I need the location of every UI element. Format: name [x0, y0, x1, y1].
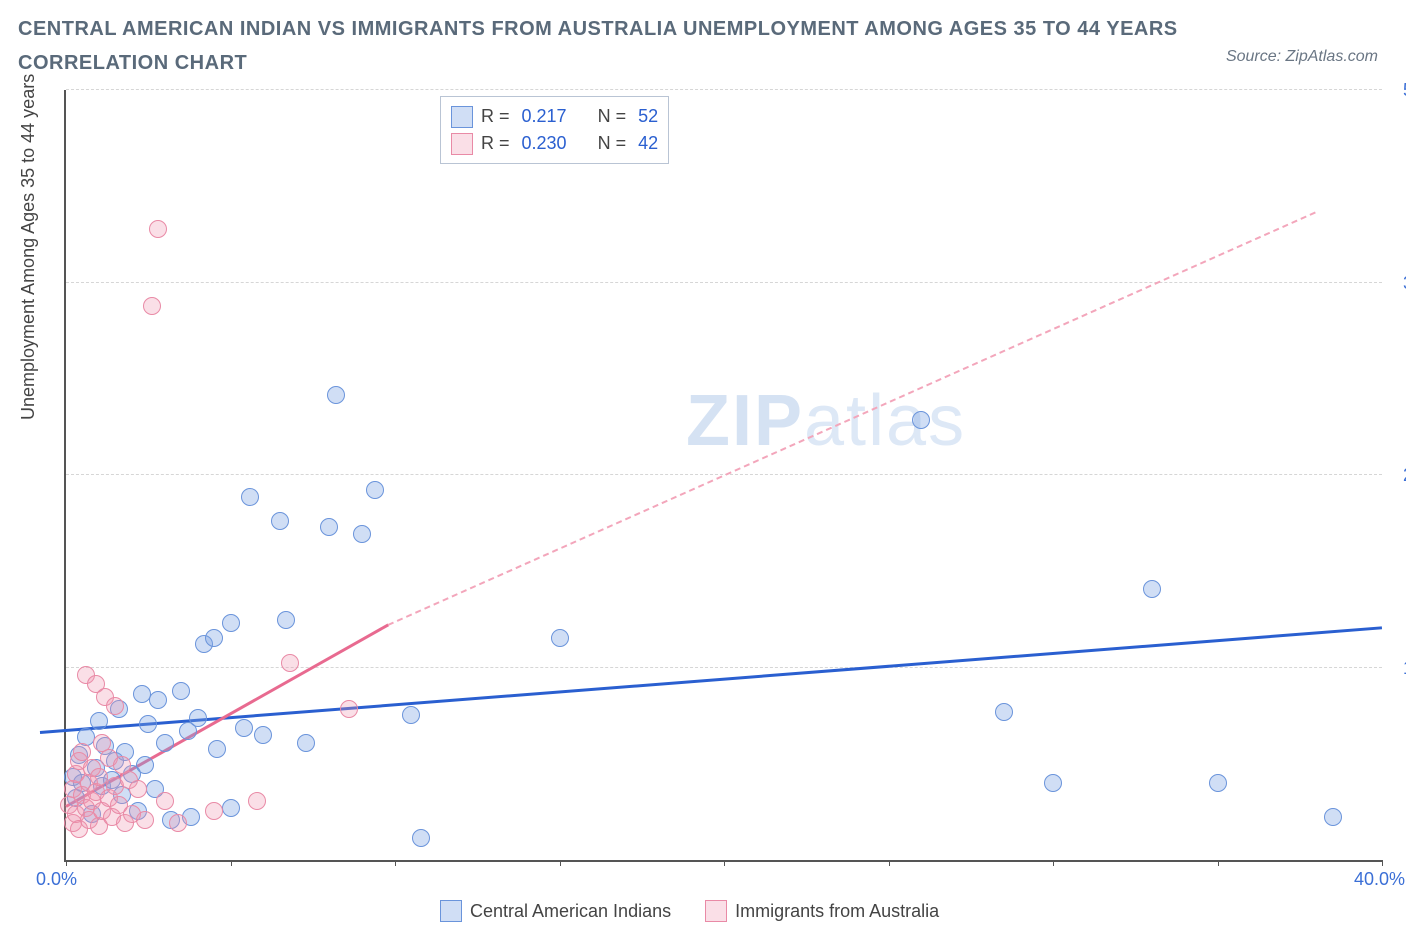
y-tick-label: 37.5% — [1390, 273, 1406, 294]
scatter-point — [235, 719, 253, 737]
scatter-point — [156, 792, 174, 810]
scatter-point — [169, 814, 187, 832]
x-tick — [1218, 860, 1219, 866]
scatter-point — [277, 611, 295, 629]
scatter-point — [1209, 774, 1227, 792]
scatter-point — [327, 386, 345, 404]
scatter-point — [241, 488, 259, 506]
legend-stat-label: N = — [598, 130, 627, 157]
scatter-point — [412, 829, 430, 847]
scatter-point — [340, 700, 358, 718]
scatter-point — [353, 525, 371, 543]
scatter-point — [297, 734, 315, 752]
legend-stat-label: R = — [481, 130, 510, 157]
scatter-point — [205, 802, 223, 820]
scatter-point — [205, 629, 223, 647]
scatter-point — [1143, 580, 1161, 598]
legend-stat-value: 52 — [638, 103, 658, 130]
series-legend: Central American Indians Immigrants from … — [440, 900, 939, 922]
scatter-point — [248, 792, 266, 810]
correlation-legend: R = 0.217 N = 52R = 0.230 N = 42 — [440, 96, 669, 164]
scatter-point — [222, 614, 240, 632]
x-tick — [560, 860, 561, 866]
correlation-legend-row: R = 0.230 N = 42 — [451, 130, 658, 157]
legend-stat-label: R = — [481, 103, 510, 130]
y-tick-label: 12.5% — [1390, 658, 1406, 679]
scatter-point — [149, 220, 167, 238]
x-tick — [1053, 860, 1054, 866]
gridline-h — [66, 89, 1382, 90]
scatter-point — [1044, 774, 1062, 792]
x-tick — [1382, 860, 1383, 866]
scatter-point — [156, 734, 174, 752]
legend-stat-value: 0.230 — [522, 130, 567, 157]
legend-swatch — [451, 106, 473, 128]
source-credit: Source: ZipAtlas.com — [1226, 48, 1378, 66]
scatter-point — [281, 654, 299, 672]
scatter-point — [271, 512, 289, 530]
legend-item: Immigrants from Australia — [705, 900, 939, 922]
scatter-point — [139, 715, 157, 733]
y-tick-label: 50.0% — [1390, 80, 1406, 101]
scatter-point — [136, 811, 154, 829]
gridline-h — [66, 474, 1382, 475]
scatter-point — [366, 481, 384, 499]
legend-stat-value: 42 — [638, 130, 658, 157]
y-axis-label: Unemployment Among Ages 35 to 44 years — [18, 74, 39, 420]
legend-label: Immigrants from Australia — [735, 901, 939, 922]
scatter-point — [133, 685, 151, 703]
y-tick-label: 25.0% — [1390, 465, 1406, 486]
legend-item: Central American Indians — [440, 900, 671, 922]
x-tick — [395, 860, 396, 866]
scatter-point — [222, 799, 240, 817]
scatter-point — [90, 712, 108, 730]
legend-swatch — [451, 133, 473, 155]
legend-label: Central American Indians — [470, 901, 671, 922]
scatter-point — [402, 706, 420, 724]
scatter-point — [136, 756, 154, 774]
scatter-point — [320, 518, 338, 536]
watermark-bold: ZIP — [686, 381, 804, 461]
scatter-point — [1324, 808, 1342, 826]
scatter-point — [912, 411, 930, 429]
scatter-point — [995, 703, 1013, 721]
scatter-point — [90, 768, 108, 786]
legend-swatch — [440, 900, 462, 922]
scatter-point — [551, 629, 569, 647]
chart-title: CENTRAL AMERICAN INDIAN VS IMMIGRANTS FR… — [18, 12, 1246, 80]
scatter-point — [254, 726, 272, 744]
x-tick-label: 0.0% — [36, 869, 77, 890]
scatter-plot: ZIPatlas 12.5%25.0%37.5%50.0%0.0%40.0% — [64, 90, 1382, 862]
scatter-point — [143, 297, 161, 315]
x-tick-label: 40.0% — [1354, 869, 1405, 890]
legend-swatch — [705, 900, 727, 922]
scatter-point — [172, 682, 190, 700]
trend-line — [388, 211, 1317, 626]
scatter-point — [208, 740, 226, 758]
watermark-thin: atlas — [804, 381, 966, 461]
x-tick — [231, 860, 232, 866]
scatter-point — [149, 691, 167, 709]
gridline-h — [66, 282, 1382, 283]
x-tick — [724, 860, 725, 866]
scatter-point — [106, 697, 124, 715]
scatter-point — [129, 780, 147, 798]
scatter-point — [189, 709, 207, 727]
x-tick — [889, 860, 890, 866]
gridline-h — [66, 667, 1382, 668]
x-tick — [66, 860, 67, 866]
legend-stat-label: N = — [598, 103, 627, 130]
correlation-legend-row: R = 0.217 N = 52 — [451, 103, 658, 130]
trend-line — [40, 626, 1383, 734]
legend-stat-value: 0.217 — [522, 103, 567, 130]
